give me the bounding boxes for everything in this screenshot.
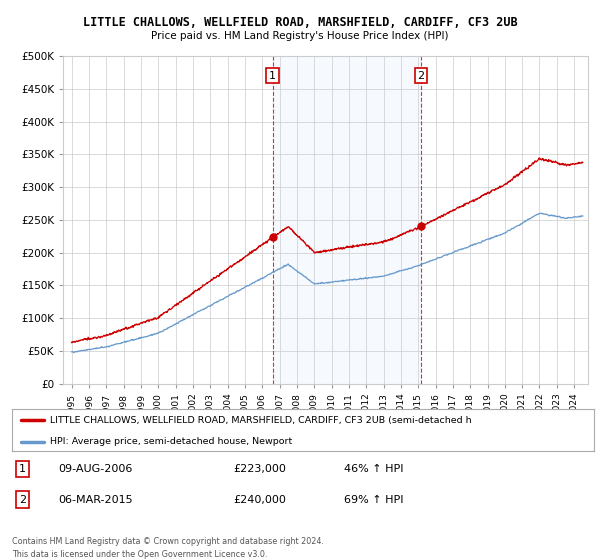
- Text: LITTLE CHALLOWS, WELLFIELD ROAD, MARSHFIELD, CARDIFF, CF3 2UB: LITTLE CHALLOWS, WELLFIELD ROAD, MARSHFI…: [83, 16, 517, 29]
- Text: 06-MAR-2015: 06-MAR-2015: [59, 494, 133, 505]
- Text: 69% ↑ HPI: 69% ↑ HPI: [344, 494, 403, 505]
- Text: £240,000: £240,000: [233, 494, 286, 505]
- Text: 2: 2: [418, 71, 425, 81]
- Text: 1: 1: [19, 464, 26, 474]
- Text: 1: 1: [269, 71, 276, 81]
- Text: 2: 2: [19, 494, 26, 505]
- Bar: [272, 56, 421, 384]
- Text: 46% ↑ HPI: 46% ↑ HPI: [344, 464, 403, 474]
- Text: HPI: Average price, semi-detached house, Newport: HPI: Average price, semi-detached house,…: [50, 437, 292, 446]
- Text: LITTLE CHALLOWS, WELLFIELD ROAD, MARSHFIELD, CARDIFF, CF3 2UB (semi-detached h: LITTLE CHALLOWS, WELLFIELD ROAD, MARSHFI…: [50, 416, 472, 424]
- Text: Price paid vs. HM Land Registry's House Price Index (HPI): Price paid vs. HM Land Registry's House …: [151, 31, 449, 41]
- Text: Contains HM Land Registry data © Crown copyright and database right 2024.
This d: Contains HM Land Registry data © Crown c…: [12, 536, 324, 559]
- Text: 09-AUG-2006: 09-AUG-2006: [59, 464, 133, 474]
- Text: £223,000: £223,000: [233, 464, 286, 474]
